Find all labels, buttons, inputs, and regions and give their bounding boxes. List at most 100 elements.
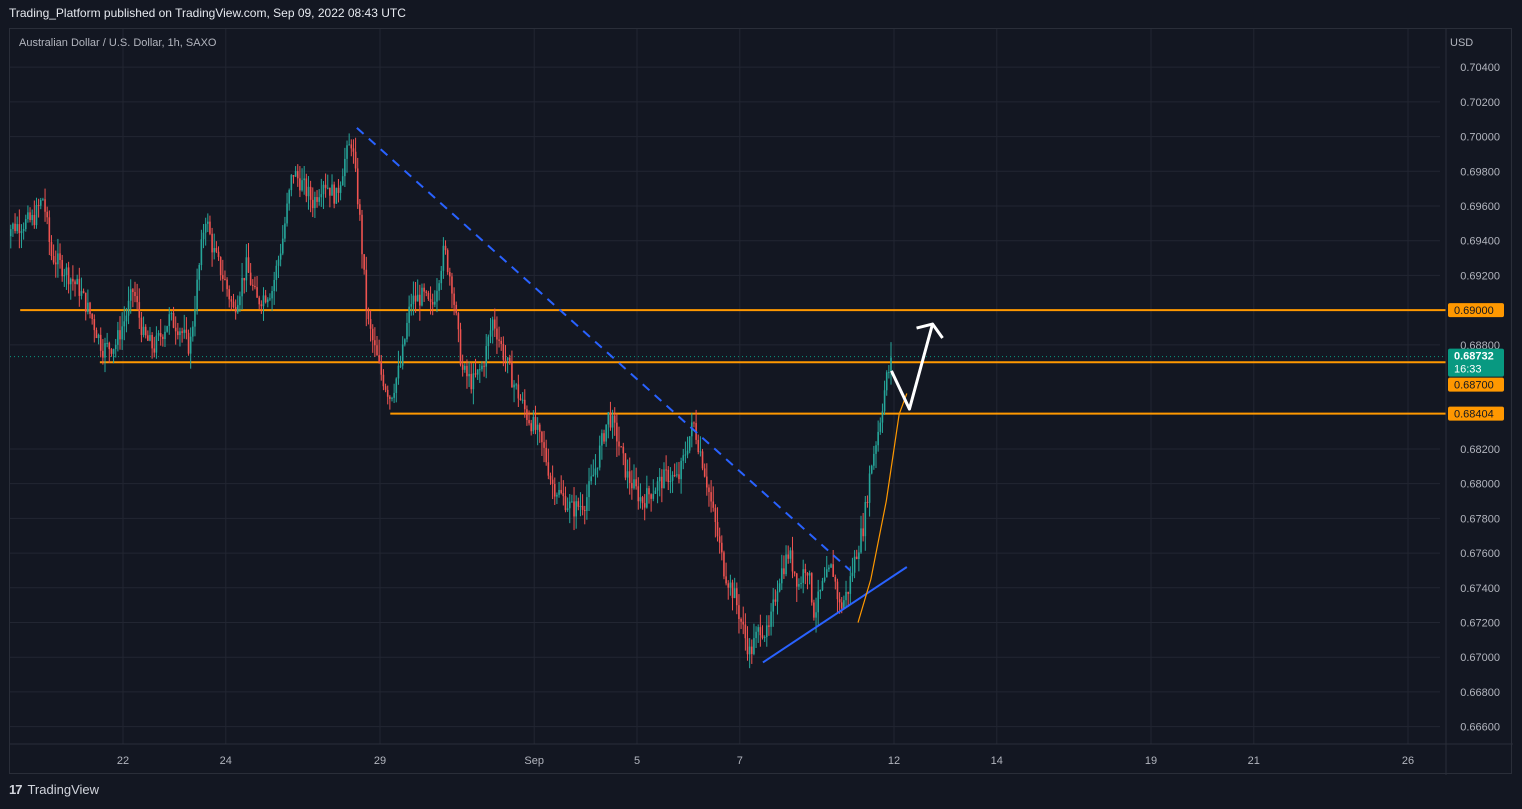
candle-body — [307, 186, 310, 197]
candle-body — [395, 378, 398, 393]
level-price-tag-bg — [1448, 377, 1504, 392]
candle-body — [76, 278, 78, 285]
candle-body — [159, 333, 162, 337]
candle-body — [725, 576, 727, 584]
candle-body — [785, 554, 787, 575]
candle-body — [646, 488, 648, 508]
candle-body — [239, 296, 241, 306]
candle-body — [333, 184, 335, 204]
candle-body — [183, 329, 186, 333]
candle-body — [258, 297, 261, 305]
candle-body — [763, 637, 766, 639]
candle-body — [538, 424, 541, 432]
candle-body — [740, 619, 742, 622]
candle-body — [54, 262, 57, 265]
candle-body — [384, 386, 387, 390]
candle-body — [489, 330, 492, 337]
candle-body — [862, 528, 864, 537]
candle-body — [247, 257, 250, 273]
candle-body — [52, 256, 55, 263]
candle-body — [586, 497, 588, 511]
candle-body — [855, 556, 858, 560]
last-price-tag-text: 0.68732 — [1454, 351, 1494, 363]
candle-body — [236, 305, 239, 313]
candle-body — [421, 287, 423, 306]
candle-body — [830, 564, 832, 568]
candle-body — [757, 627, 760, 632]
price-chart[interactable]: 22 24 29 Sep 5 7 12 14 19 21 26 0.70400 0.70200 0.700… — [10, 29, 1513, 775]
candle-body — [271, 290, 273, 299]
candle-body — [309, 186, 312, 200]
candle-body — [144, 326, 147, 336]
candle-body — [228, 289, 231, 300]
candle-body — [701, 451, 704, 469]
candle-body — [434, 301, 436, 305]
candle-body — [802, 569, 804, 583]
level-price-tag-bg — [1448, 406, 1504, 421]
candle-body — [530, 423, 533, 432]
candle-body — [517, 384, 520, 399]
candle-body — [20, 231, 23, 234]
candle-body — [404, 339, 406, 345]
y-tick-label: 0.67000 — [1460, 652, 1500, 664]
candle-body — [44, 199, 46, 212]
candle-body — [847, 591, 849, 594]
candle-body — [605, 424, 607, 442]
candle-body — [209, 221, 211, 234]
candle-body — [753, 638, 755, 654]
candle-body — [311, 199, 314, 209]
candle-body — [59, 253, 61, 261]
candle-body — [547, 462, 550, 476]
candle-body — [425, 291, 428, 293]
candle-body — [386, 389, 389, 397]
candle-body — [742, 621, 745, 625]
candle-body — [806, 572, 809, 576]
candle-body — [523, 399, 526, 410]
candle-body — [187, 332, 190, 354]
candle-body — [860, 528, 862, 553]
candle-body — [12, 223, 14, 230]
candle-body — [686, 450, 689, 455]
candle-body — [35, 205, 38, 226]
candle-body — [89, 302, 91, 315]
tradingview-logo-icon: 17 — [9, 782, 23, 797]
candle-body — [890, 357, 892, 373]
candle-body — [305, 178, 308, 197]
candle-body — [504, 359, 507, 361]
candle-body — [453, 293, 455, 305]
candle-body — [455, 304, 458, 314]
candle-body — [121, 326, 123, 340]
candle-body — [80, 291, 83, 296]
candle-body — [631, 482, 633, 489]
candle-body — [780, 568, 783, 584]
candle-body — [596, 467, 599, 469]
candle-body — [241, 277, 243, 297]
candle-body — [440, 270, 443, 284]
x-tick-label: 5 — [634, 755, 640, 767]
candle-body — [661, 476, 663, 489]
price-axis-currency: USD — [1450, 37, 1473, 49]
candle-body — [200, 239, 203, 266]
candle-body — [466, 365, 468, 377]
candle-body — [618, 441, 620, 447]
candle-body — [823, 577, 826, 581]
candle-body — [721, 542, 723, 553]
candle-body — [204, 223, 207, 233]
candle-body — [688, 436, 691, 451]
candle-body — [84, 292, 87, 313]
candle-body — [870, 465, 873, 474]
candle-body — [251, 284, 254, 286]
candle-body — [511, 362, 513, 388]
candle-body — [470, 373, 473, 390]
candle-body — [185, 329, 188, 333]
candle-body — [590, 476, 592, 482]
candle-body — [132, 289, 134, 292]
candle-body — [819, 589, 822, 592]
candle-body — [459, 329, 462, 365]
footer-brand: 17 TradingView — [9, 782, 99, 797]
candle-body — [354, 151, 357, 169]
candle-body — [663, 469, 665, 489]
candle-body — [491, 319, 494, 331]
y-tick-label: 0.69800 — [1460, 166, 1500, 178]
candle-body — [335, 187, 338, 204]
